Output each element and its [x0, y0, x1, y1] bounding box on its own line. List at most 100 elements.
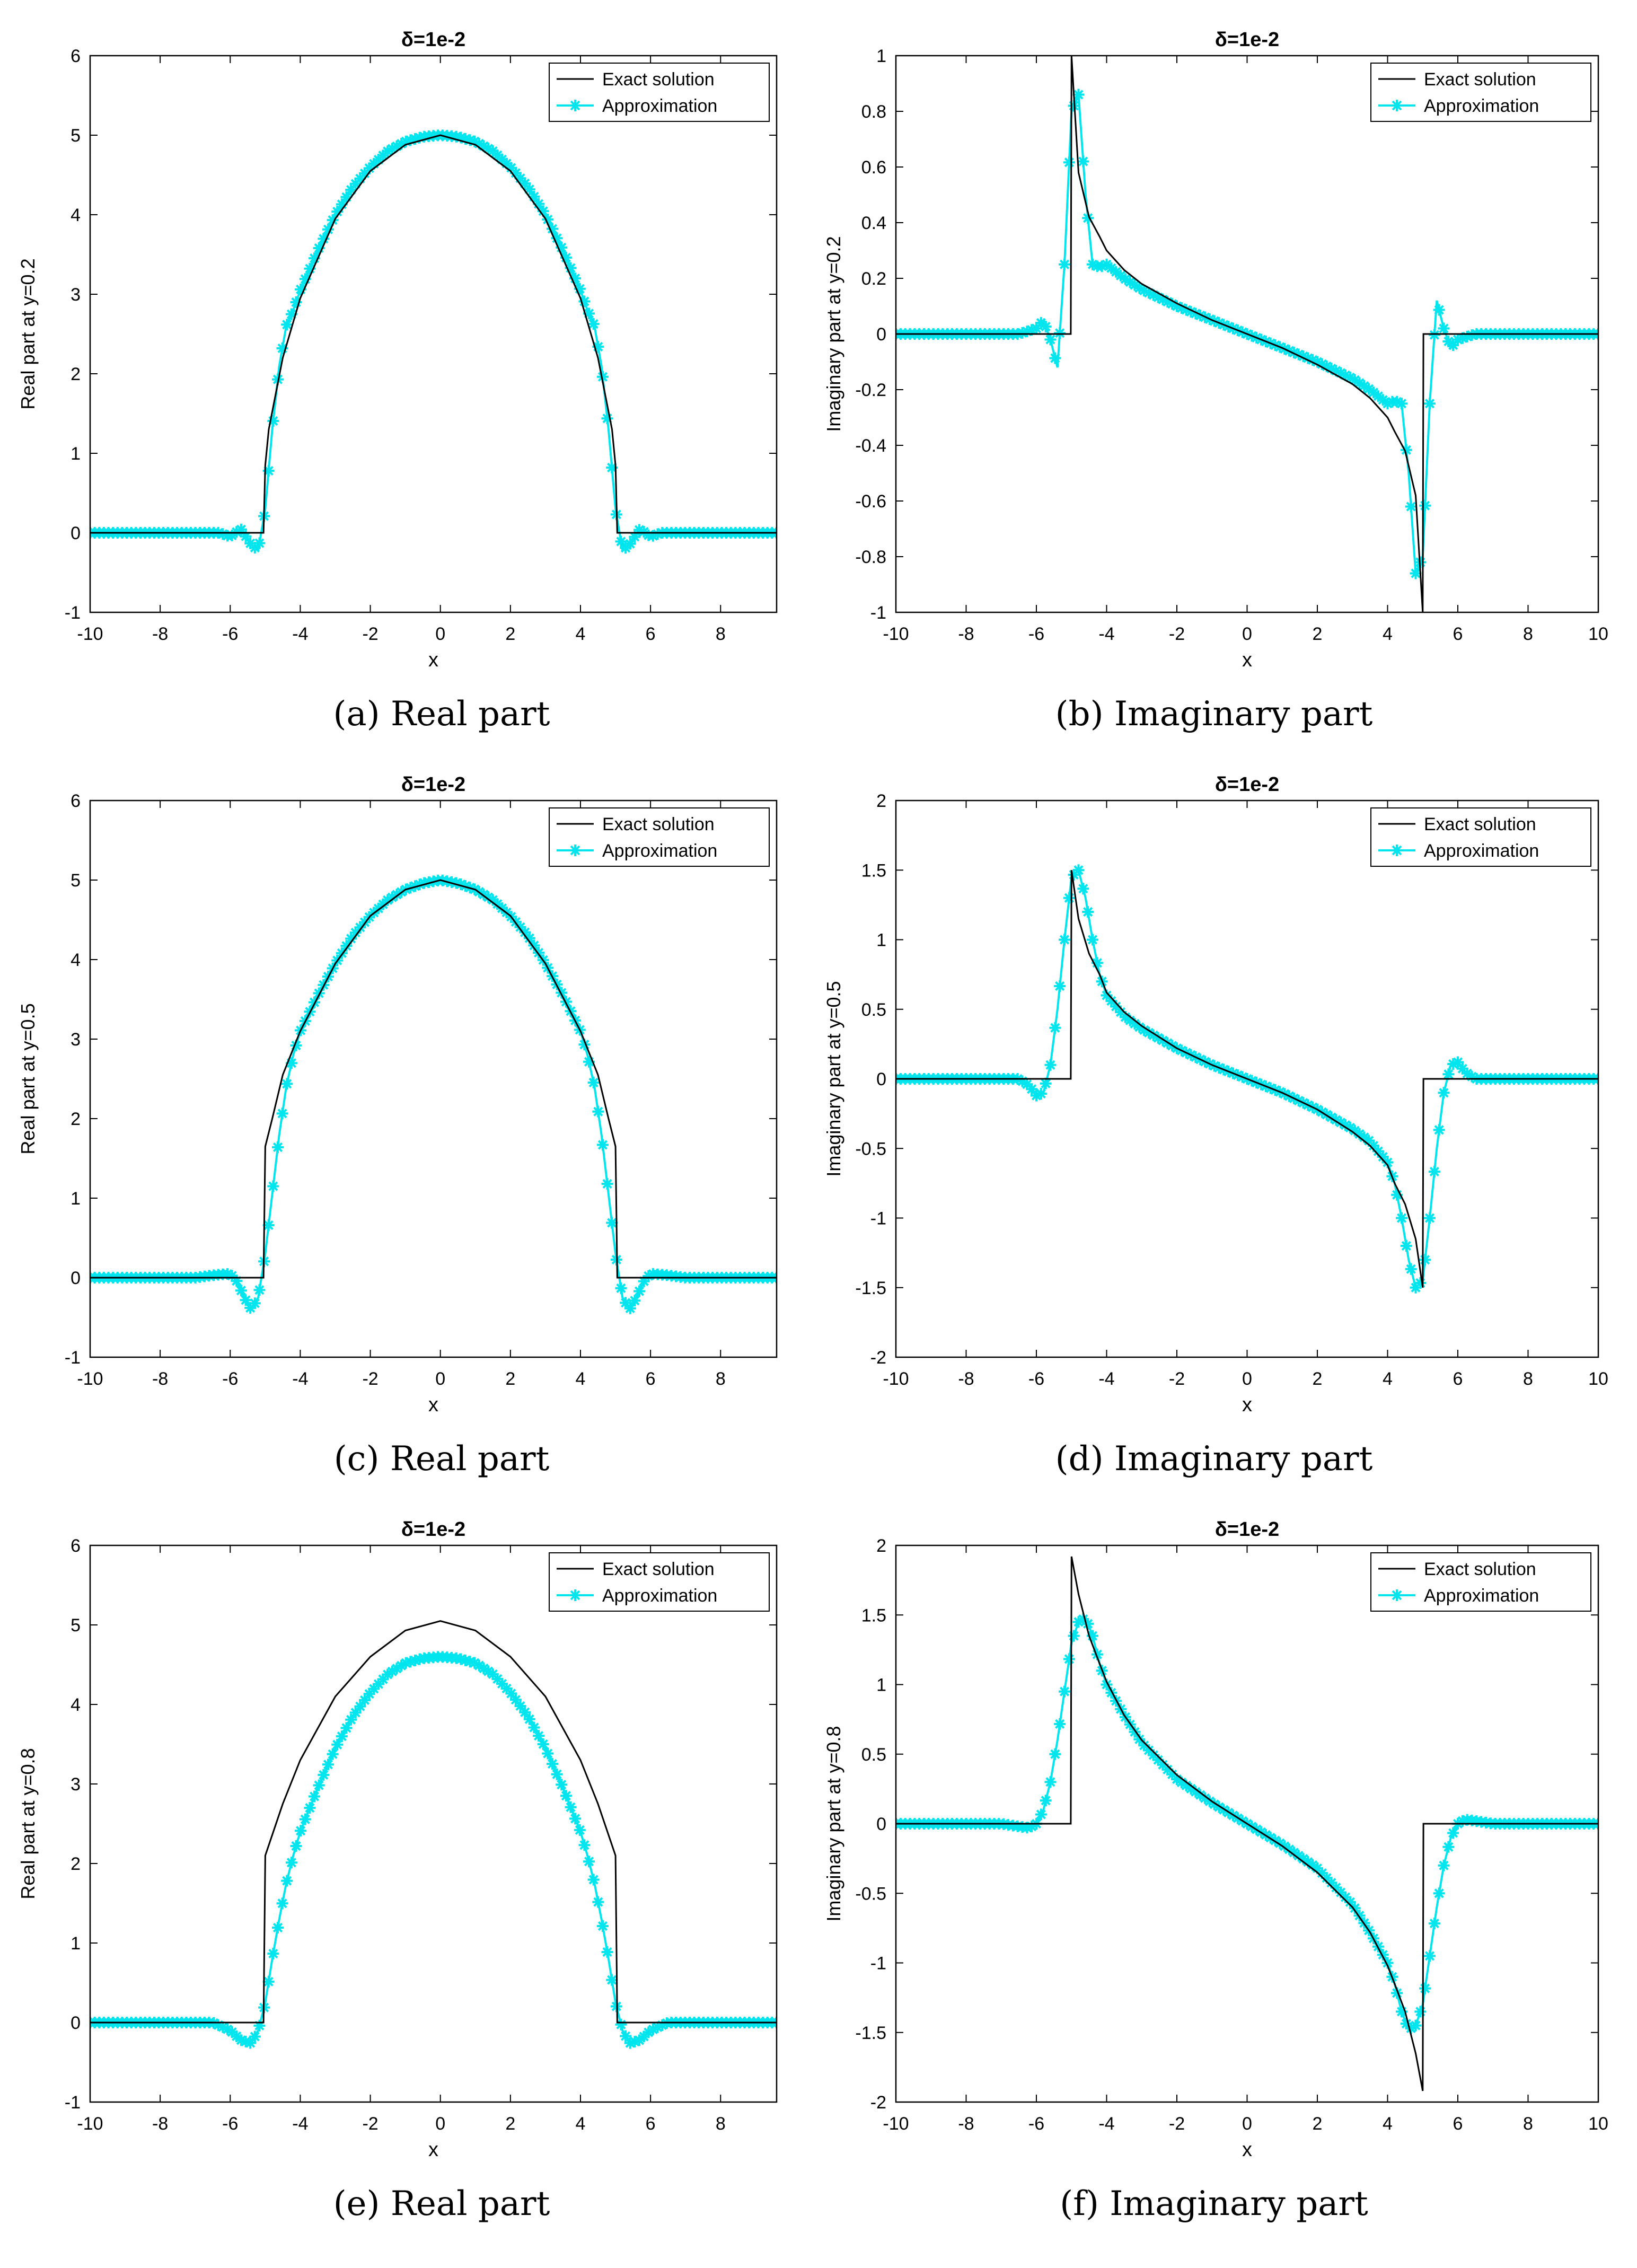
x-tick-label-f: 2	[1313, 2114, 1323, 2134]
approximation-marker-b	[1340, 369, 1351, 381]
approximation-marker-d	[1391, 1189, 1403, 1201]
approximation-marker-a	[615, 535, 627, 548]
approximation-marker-a	[633, 524, 645, 536]
approximation-marker-a	[354, 172, 366, 184]
approximation-marker-e	[514, 1700, 526, 1712]
y-tick-label-d: -2	[870, 1348, 886, 1368]
approximation-marker-d	[1452, 1056, 1464, 1068]
approximation-marker-c	[523, 932, 535, 944]
x-tick-label-b: 8	[1523, 624, 1533, 644]
x-tick-label-b: -6	[1028, 624, 1044, 644]
approximation-marker-a	[276, 342, 288, 354]
axes-box-f	[895, 1544, 1599, 2103]
y-tick-label-d: -0.5	[855, 1139, 886, 1159]
approximation-marker-a	[262, 465, 275, 477]
approximation-marker-f	[1456, 1815, 1468, 1827]
y-tick-label-e: 4	[71, 1695, 81, 1715]
approximation-marker-f	[1325, 1877, 1337, 1889]
approximation-marker-c	[226, 1270, 238, 1282]
approximation-marker-b	[1180, 304, 1192, 316]
series-group-b	[896, 56, 1598, 612]
y-axis-label-e: Real part at y=0.8	[17, 1748, 39, 1899]
approximation-marker-d	[1072, 864, 1085, 876]
approximation-marker-e	[574, 1824, 586, 1836]
y-tick-label-a: -1	[65, 603, 81, 623]
approximation-marker-a	[482, 143, 495, 155]
approximation-marker-a	[322, 223, 334, 235]
approximation-marker-f	[1410, 2019, 1422, 2032]
approximation-marker-f	[1424, 1950, 1436, 1962]
approximation-marker-a	[400, 135, 412, 147]
approximation-marker-a	[601, 412, 613, 425]
approximation-marker-f	[1321, 1872, 1333, 1884]
approximation-marker-f	[1428, 1918, 1440, 1930]
approximation-marker-d	[1466, 1070, 1478, 1083]
approximation-marker-d	[1414, 1277, 1427, 1289]
x-tick-label-f: -2	[1169, 2114, 1185, 2134]
approximation-marker-a	[569, 272, 582, 285]
x-axis-label-e: x	[428, 2139, 438, 2161]
approximation-marker-f	[1419, 1982, 1431, 1994]
approximation-marker-e	[560, 1790, 572, 1802]
x-tick-label-d: -4	[1098, 1369, 1114, 1389]
approximation-marker-a	[309, 252, 321, 265]
approximation-marker-e	[482, 1665, 495, 1677]
approximation-marker-e	[400, 1657, 412, 1669]
approximation-marker-d	[1372, 1145, 1384, 1157]
approximation-marker-a	[285, 308, 297, 320]
approximation-marker-c	[533, 947, 545, 959]
approximation-marker-b	[1410, 567, 1422, 579]
approximation-marker-d	[1447, 1058, 1459, 1070]
x-tick-label-d: 10	[1588, 1369, 1608, 1389]
legend-approx-label-c: Approximation	[602, 841, 717, 861]
approximation-marker-b	[1035, 317, 1047, 329]
approximation-marker-e	[249, 2030, 261, 2043]
approximation-marker-e	[569, 1813, 582, 1825]
approximation-marker-e	[253, 2019, 266, 2032]
approximation-marker-b	[1396, 398, 1407, 410]
approximation-marker-a	[606, 462, 618, 473]
approximation-marker-b	[1119, 273, 1131, 285]
y-tick-label-a: 4	[71, 205, 81, 225]
approximation-marker-e	[322, 1759, 334, 1771]
y-tick-label-b: 0	[876, 324, 886, 345]
approximation-marker-f	[1068, 1630, 1080, 1642]
approximation-marker-b	[1292, 348, 1305, 361]
plot-area-e	[90, 1545, 777, 2102]
approximation-marker-d	[1433, 1124, 1445, 1136]
approximation-marker-d	[1344, 1122, 1356, 1134]
y-axis-label-b: Imaginary part at y=0.2	[823, 236, 844, 432]
approximation-marker-b	[1152, 291, 1164, 303]
approximation-marker-e	[565, 1801, 577, 1813]
approximation-marker-a	[217, 528, 229, 540]
y-tick-label-b: 1	[876, 46, 886, 66]
approximation-marker-e	[519, 1706, 531, 1718]
x-tick-label-e: -4	[292, 2114, 308, 2134]
approximation-marker-f	[1349, 1902, 1361, 1914]
x-tick-label-d: 6	[1453, 1369, 1463, 1389]
x-axis-label-c: x	[428, 1394, 438, 1416]
y-tick-label-c: -1	[65, 1348, 81, 1368]
legend-box-c	[549, 807, 770, 867]
approximation-marker-b	[1358, 380, 1370, 392]
x-tick-label-b: 4	[1383, 624, 1393, 644]
approximation-marker-e	[262, 1975, 275, 1988]
approximation-marker-d	[1419, 1254, 1431, 1266]
approximation-marker-e	[226, 2026, 238, 2038]
legend-approx-marker-b	[1391, 100, 1403, 111]
approximation-marker-a	[556, 241, 568, 253]
approximation-marker-e	[354, 1700, 366, 1712]
x-tick-label-b: -4	[1098, 624, 1114, 644]
x-tick-label-c: 4	[576, 1369, 586, 1389]
x-tick-label-a: -2	[362, 624, 378, 644]
approximation-marker-e	[244, 2037, 257, 2049]
approximation-marker-b	[1424, 398, 1436, 410]
approximation-marker-c	[409, 880, 421, 892]
approximation-marker-c	[615, 1282, 627, 1294]
y-tick-label-c: 2	[71, 1109, 81, 1129]
approximation-marker-e	[359, 1694, 371, 1706]
approximation-marker-f	[1035, 1808, 1047, 1821]
approximation-marker-d	[1059, 934, 1070, 946]
